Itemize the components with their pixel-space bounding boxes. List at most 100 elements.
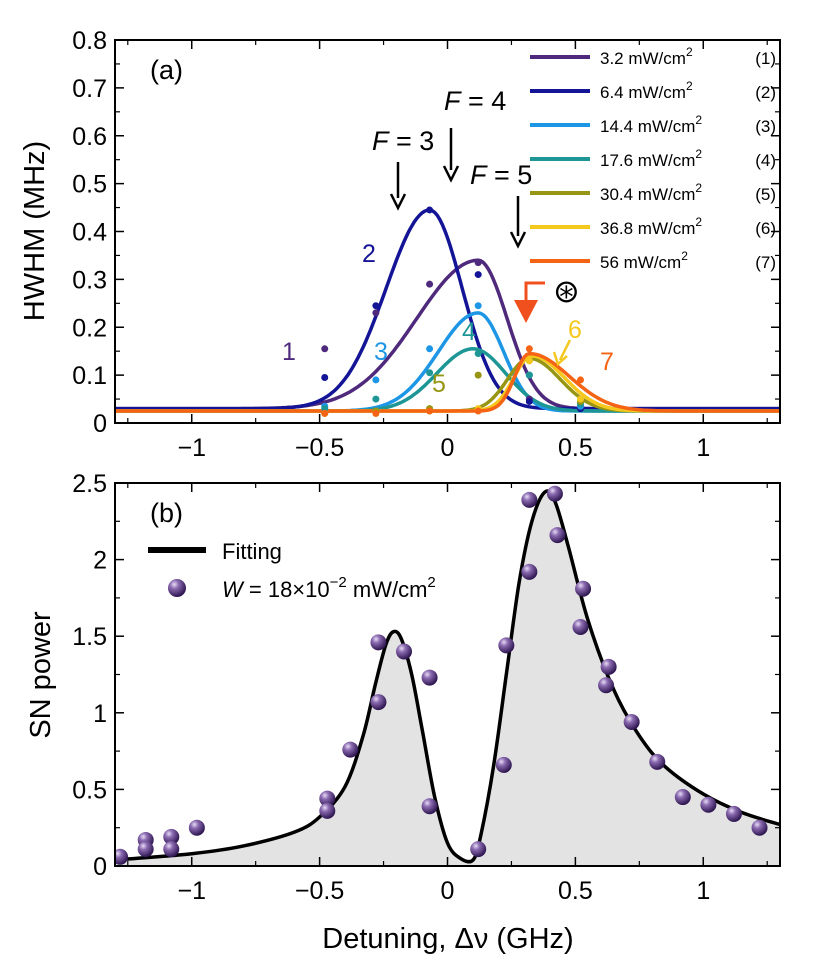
panel-a-xtick-label: 0.5 [558,434,593,462]
point-series-2-4 [525,397,533,405]
legend-unit: 14.4 mW/cm [600,117,695,136]
marker-symbol: ⊛ [553,273,580,309]
legend-unit: 6.4 mW/cm [600,83,686,102]
annotation-f-symbol: F [372,126,390,156]
legend-point-sup: −2 [330,574,347,591]
data-point-2 [137,841,154,858]
point-series-6-5 [577,395,584,403]
curve-label-6-arrow [558,339,572,361]
data-point-14 [470,841,487,858]
panel-a-ytick-label: 0.4 [72,219,107,247]
panel-b-xtick-label: 0 [441,877,455,905]
point-series-1-1 [372,309,380,317]
marker-arrow-head [514,300,538,323]
panel-b-xtick-label: 1 [696,877,710,905]
data-point-16 [498,637,515,654]
panel-a-xtick-label: 0 [441,434,455,462]
panel-a: −1 −0.5 0 0.5 1 0 0.1 0.2 0.3 0.4 0.5 0.6 0.7 0.8 HWH… [19,27,781,462]
panel-a-ylabel: HWHM (MHz) [19,141,51,321]
data-point-18 [521,563,538,580]
legend-sup: 2 [686,45,693,59]
panel-a-xtick-label: 1 [696,434,710,462]
legend-unit: 17.6 mW/cm [600,151,695,170]
data-point-22 [572,619,589,636]
data-point-3 [163,828,180,845]
point-series-2-2 [426,206,434,214]
data-point-29 [725,805,742,822]
annotation-f-value: = 5 [487,160,533,190]
curve-label-3: 3 [374,338,388,366]
legend-tag-6: (6) [755,219,776,238]
curve-label-4: 4 [462,318,476,346]
annotation-f-2: F = 5 [470,160,532,190]
legend-unit: 56 mW/cm [600,253,681,272]
legend-label-4: 17.6 mW/cm2 [600,147,702,170]
data-point-28 [700,796,717,813]
data-point-15 [495,756,512,773]
marker-symbol-group: ⊛ [514,273,580,323]
legend-tag-5: (5) [755,185,776,204]
panel-a-ytick-label: 0.7 [72,75,107,103]
panel-b-legend: Fitting W = 18×10−2 mW/cm2 [148,539,436,602]
legend-sup: 2 [681,249,688,263]
panel-b-ytick-label: 1.5 [72,623,107,651]
point-series-2-0 [321,374,329,382]
point-series-7-2 [426,407,434,415]
panel-a-ytick-label: 0.8 [72,27,107,55]
legend-sup: 2 [695,113,702,127]
point-series-7-1 [372,409,380,417]
curve-series-7 [115,351,780,413]
data-point-21 [575,580,592,597]
annotation-f-value: = 4 [461,86,507,116]
fit-curve [115,489,780,864]
legend-label-2: 6.4 mW/cm2 [600,79,693,102]
legend-tag-4: (4) [755,151,776,170]
annotation-arrow-head-2 [509,231,527,249]
annotation-f-symbol: F [470,160,488,190]
data-point-20 [549,527,566,544]
legend-label-5: 30.4 mW/cm2 [600,181,702,204]
legend-unit: 30.4 mW/cm [600,185,695,204]
curve-label-6: 6 [568,316,582,344]
point-series-1-3 [474,259,482,267]
panel-a-ytick-label: 0.1 [72,362,107,390]
data-point-6 [319,790,336,807]
panel-a-xtick-label: −0.5 [295,434,344,462]
curve-label-6-arrow-head [552,351,568,367]
point-series-3-3 [474,302,482,310]
panel-b-xtick-label: −0.5 [295,877,344,905]
point-series-7-3 [474,407,482,415]
legend-point-label: W = 18×10−2 mW/cm2 [222,574,436,602]
curve-series-4 [115,347,780,413]
panel-b-ytick-label: 2 [93,547,107,575]
point-series-7-0 [321,409,329,417]
legend-tag-1: (1) [755,49,776,68]
point-series-1-0 [321,345,329,353]
legend-tag-2: (2) [755,83,776,102]
curve-series-2 [115,208,780,411]
curve-label-1: 1 [282,338,296,366]
point-series-4-1 [372,395,380,403]
data-point-30 [751,819,768,836]
data-point-4 [163,841,180,858]
fit-area-fill [115,491,780,866]
point-series-7-4 [525,345,533,353]
legend-point-marker [168,579,186,597]
panel-a-tag: (a) [150,55,183,85]
legend-unit: 3.2 mW/cm [600,49,686,68]
legend-label-6: 36.8 mW/cm2 [600,215,702,238]
curve-series-1 [115,258,780,411]
data-point-17 [521,491,538,508]
data-point-27 [674,789,691,806]
panel-b-ytick-label: 0.5 [72,776,107,804]
panel-b-xlabel: Detuning, Δν (GHz) [322,923,573,955]
panel-a-xtick-label: −1 [177,434,206,462]
data-point-12 [421,669,438,686]
panel-b-ytick-label: 2.5 [72,470,107,498]
panel-b-xtick-label: 0.5 [558,877,593,905]
point-series-6-4 [525,357,533,365]
panel-b-xtick-label: −1 [177,877,206,905]
legend-unit: 36.8 mW/cm [600,219,695,238]
legend-point-w: W [222,577,245,602]
